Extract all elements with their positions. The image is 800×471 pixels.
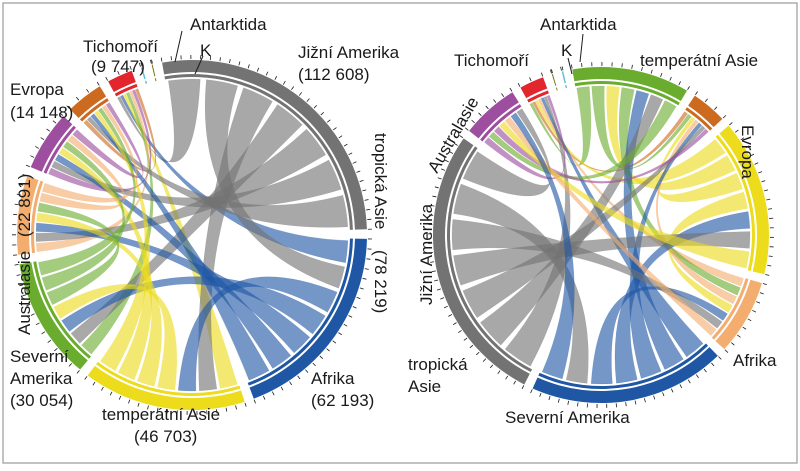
- label-tropical-asia-value: (78 219): [371, 250, 390, 313]
- label-antarctica: Antarktida: [190, 15, 267, 34]
- label-south-america-right: Jižní Amerika: [417, 203, 436, 305]
- label-europe: Evropa: [10, 80, 64, 99]
- label-k: K: [200, 41, 212, 60]
- label-south-america-value: (112 608): [298, 65, 370, 84]
- tick-tropick-asie: [366, 259, 370, 260]
- label-europe-right: Evropa: [738, 125, 757, 179]
- label-north-america-line1: Severní: [10, 347, 69, 366]
- label-north-america-line2: Amerika: [10, 369, 73, 388]
- tick-tropick-asie: [578, 402, 579, 406]
- label-africa-value: (62 193): [311, 391, 374, 410]
- label-pacific: Tichomoří: [83, 37, 158, 56]
- label-australasia: Australasie: [15, 251, 34, 335]
- label-pacific-right: Tichomoří: [454, 51, 529, 70]
- label-tropical-asia-right-line1: tropická: [408, 355, 468, 374]
- label-temperate-asia-value: (46 703): [134, 427, 197, 446]
- label-tropical-asia: tropická Asie: [371, 133, 390, 229]
- label-k-right: K: [561, 41, 573, 60]
- label-antarctica-right: Antarktida: [540, 15, 617, 34]
- label-africa-right: Afrika: [733, 351, 777, 370]
- label-temperate-asia: temperátní Asie: [102, 405, 220, 424]
- label-south-america: Jižní Amerika: [298, 43, 400, 62]
- label-australasia-value: (22 891): [15, 174, 34, 237]
- label-europe-value: (14 148): [10, 103, 73, 122]
- label-north-america-right: Severní Amerika: [505, 408, 630, 427]
- label-tropical-asia-right-line2: Asie: [408, 377, 441, 396]
- label-pacific-value: (9 747): [91, 57, 145, 76]
- label-africa: Afrika: [311, 369, 355, 388]
- label-temperate-asia-right: temperátní Asie: [640, 51, 758, 70]
- tick-ji-n-amerika: [366, 209, 370, 210]
- label-north-america-value: (30 054): [10, 391, 73, 410]
